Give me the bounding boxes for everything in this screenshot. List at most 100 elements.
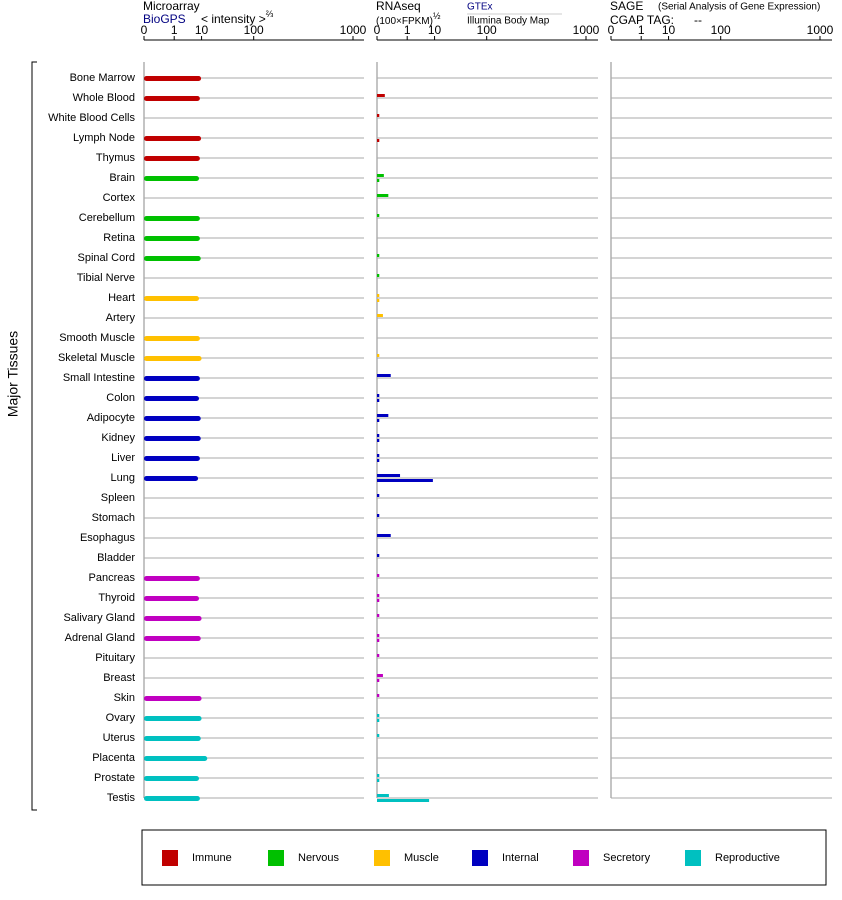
legend-label: Immune bbox=[192, 852, 232, 864]
tissue-label: Skeletal Muscle bbox=[58, 352, 135, 364]
bar bbox=[144, 396, 200, 401]
bar bbox=[377, 799, 430, 802]
legend-box bbox=[141, 829, 827, 886]
tissue-label: Prostate bbox=[94, 772, 135, 784]
bar bbox=[377, 354, 380, 357]
bar bbox=[377, 459, 380, 462]
bar bbox=[144, 296, 200, 301]
bar bbox=[377, 774, 380, 777]
tissue-label: Placenta bbox=[92, 752, 136, 764]
bar bbox=[377, 294, 380, 297]
tissue-label: Whole Blood bbox=[73, 92, 135, 104]
axis-exponent: ½ bbox=[433, 11, 441, 21]
bar bbox=[377, 654, 380, 657]
bar bbox=[377, 434, 380, 437]
tissue-label: White Blood Cells bbox=[48, 112, 135, 124]
bar bbox=[144, 256, 201, 261]
bar bbox=[377, 394, 380, 397]
bar bbox=[144, 476, 199, 481]
tissue-label: Heart bbox=[108, 292, 135, 304]
tissue-label: Kidney bbox=[101, 432, 135, 444]
bar bbox=[144, 596, 200, 601]
x-tick-label: 1 bbox=[404, 23, 411, 37]
series-name: GTEx bbox=[467, 2, 493, 13]
tissue-label: Esophagus bbox=[80, 532, 136, 544]
x-tick-label: 10 bbox=[195, 23, 209, 37]
legend-swatch bbox=[685, 850, 701, 866]
tissue-label: Artery bbox=[106, 312, 136, 324]
bar bbox=[144, 236, 200, 241]
panel-title: RNAseq bbox=[376, 0, 421, 13]
tissue-label: Colon bbox=[106, 392, 135, 404]
x-tick-label: 1000 bbox=[340, 23, 367, 37]
tissue-label: Spleen bbox=[101, 492, 135, 504]
bar bbox=[377, 94, 385, 97]
x-tick-label: 1000 bbox=[807, 23, 834, 37]
bar bbox=[144, 776, 200, 781]
bar bbox=[377, 274, 380, 277]
tissue-label: Thyroid bbox=[98, 592, 135, 604]
series-name: BioGPS bbox=[143, 12, 186, 26]
axis-exponent: ⅔ bbox=[266, 9, 274, 19]
tissue-label: Smooth Muscle bbox=[59, 332, 135, 344]
legend-swatch bbox=[573, 850, 589, 866]
axis-label: (100×FPKM)½ bbox=[376, 11, 441, 26]
tissue-label: Uterus bbox=[103, 732, 136, 744]
tissue-label: Pancreas bbox=[89, 572, 136, 584]
tissue-label: Adipocyte bbox=[87, 412, 135, 424]
axis-label-text: (100×FPKM) bbox=[376, 16, 433, 27]
bar bbox=[144, 416, 201, 421]
bar bbox=[377, 179, 380, 182]
bar bbox=[144, 716, 202, 721]
legend-swatch bbox=[374, 850, 390, 866]
bar bbox=[377, 614, 380, 617]
bar bbox=[144, 456, 200, 461]
bar bbox=[377, 494, 380, 497]
tissue-label: Small Intestine bbox=[63, 372, 135, 384]
legend-swatch bbox=[162, 850, 178, 866]
bar bbox=[377, 174, 384, 177]
tissue-label: Retina bbox=[103, 232, 136, 244]
tissue-label: Spinal Cord bbox=[78, 252, 135, 264]
tissue-label: Salivary Gland bbox=[63, 612, 135, 624]
bar bbox=[377, 574, 380, 577]
legend-label: Nervous bbox=[298, 852, 339, 864]
tissue-label: Brain bbox=[109, 172, 135, 184]
bar bbox=[144, 756, 208, 761]
bar bbox=[377, 214, 380, 217]
bracket bbox=[31, 61, 37, 811]
bar bbox=[377, 599, 380, 602]
bar bbox=[377, 714, 380, 717]
bar bbox=[144, 136, 202, 141]
panel-title: SAGE bbox=[610, 0, 643, 13]
bar bbox=[377, 674, 383, 677]
bar bbox=[377, 374, 391, 377]
x-tick-label: 100 bbox=[244, 23, 264, 37]
x-tick-label: 1000 bbox=[573, 23, 600, 37]
bar bbox=[377, 399, 380, 402]
bar bbox=[377, 694, 380, 697]
legend-label: Secretory bbox=[603, 852, 651, 864]
panel-title: Microarray bbox=[143, 0, 200, 13]
bar bbox=[377, 514, 380, 517]
bar bbox=[144, 156, 200, 161]
x-tick-label: 0 bbox=[374, 23, 381, 37]
axis-label-text: < intensity > bbox=[201, 12, 266, 26]
bar bbox=[377, 454, 380, 457]
tissue-label: Adrenal Gland bbox=[65, 632, 135, 644]
tissue-label: Thymus bbox=[96, 152, 136, 164]
x-tick-label: 10 bbox=[662, 23, 676, 37]
tissue-label: Cortex bbox=[103, 192, 136, 204]
x-tick-label: 10 bbox=[428, 23, 442, 37]
tissue-label: Tibial Nerve bbox=[77, 272, 135, 284]
tag-label: CGAP TAG: bbox=[610, 13, 674, 27]
legend-swatch bbox=[472, 850, 488, 866]
bar bbox=[144, 216, 200, 221]
bar bbox=[377, 719, 380, 722]
bar bbox=[377, 634, 380, 637]
bar bbox=[377, 299, 380, 302]
bar bbox=[377, 439, 380, 442]
bar bbox=[144, 356, 202, 361]
bar bbox=[377, 479, 433, 482]
